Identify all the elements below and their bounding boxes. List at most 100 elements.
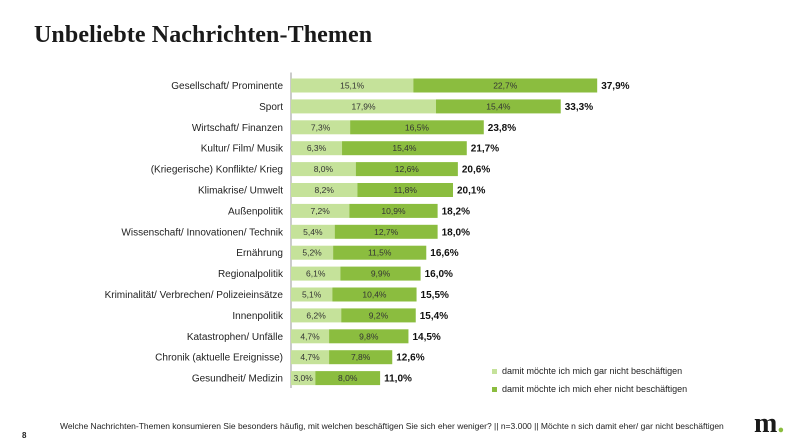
logo-letter: m — [754, 408, 778, 439]
category-label: Wirtschaft/ Finanzen — [192, 123, 283, 134]
segment-label-gar-nicht: 4,7% — [300, 331, 320, 341]
category-label: Wissenschaft/ Innovationen/ Technik — [121, 227, 284, 238]
bar-segment-eher-nicht — [435, 99, 561, 114]
segment-label-eher-nicht: 12,7% — [374, 227, 399, 237]
segment-label-gar-nicht: 7,2% — [310, 206, 330, 216]
segment-label-eher-nicht: 10,4% — [362, 290, 387, 300]
category-label: Gesundheit/ Medizin — [192, 374, 283, 385]
segment-label-eher-nicht: 9,2% — [369, 310, 389, 320]
legend-swatch-dark — [492, 386, 497, 392]
page-title: Unbeliebte Nachrichten-Themen — [34, 22, 373, 48]
bar-segment-gar-nicht — [291, 183, 358, 197]
segment-label-gar-nicht: 5,1% — [302, 290, 322, 300]
segment-label-eher-nicht: 10,9% — [381, 206, 406, 216]
bar-segment-eher-nicht — [333, 245, 427, 260]
segment-label-gar-nicht: 7,3% — [311, 122, 331, 132]
total-label: 20,6% — [462, 165, 490, 176]
total-label: 18,2% — [442, 206, 470, 217]
bar-segment-gar-nicht — [291, 308, 342, 323]
legend-item-gar-nicht: damit möchte ich mich gar nicht beschäft… — [492, 366, 682, 376]
bar-segment-eher-nicht — [341, 308, 416, 323]
bar-segment-gar-nicht — [291, 329, 330, 344]
total-label: 14,5% — [412, 332, 440, 343]
footnote: Welche Nachrichten-Themen konsumieren Si… — [60, 421, 724, 431]
total-label: 20,1% — [457, 186, 485, 197]
segment-label-gar-nicht: 5,4% — [303, 227, 323, 237]
bar-segment-eher-nicht — [413, 78, 598, 93]
segment-label-eher-nicht: 15,4% — [392, 143, 417, 153]
category-label: Regionalpolitik — [218, 269, 284, 280]
total-label: 15,5% — [421, 290, 449, 301]
segment-label-gar-nicht: 17,9% — [351, 101, 376, 111]
segment-label-eher-nicht: 9,9% — [371, 269, 391, 279]
category-label: Innenpolitik — [232, 311, 284, 322]
segment-label-eher-nicht: 15,4% — [486, 101, 511, 111]
segment-label-eher-nicht: 11,8% — [393, 185, 417, 195]
total-label: 23,8% — [488, 123, 516, 134]
legend-label-gar-nicht: damit möchte ich mich gar nicht beschäft… — [502, 366, 683, 376]
bar-segment-eher-nicht — [342, 141, 467, 156]
segment-label-eher-nicht: 11,5% — [368, 248, 392, 258]
segment-label-gar-nicht: 6,3% — [307, 143, 327, 153]
category-label: Ernährung — [236, 248, 283, 259]
category-label: Chronik (aktuelle Ereignisse) — [155, 353, 283, 364]
bar-segment-eher-nicht — [357, 183, 454, 197]
segment-label-eher-nicht: 7,8% — [351, 352, 371, 362]
total-label: 12,6% — [396, 353, 424, 364]
bar-segment-gar-nicht — [291, 162, 356, 177]
bar-segment-gar-nicht — [291, 141, 343, 156]
bar-segment-eher-nicht — [329, 329, 409, 344]
bar-segment-gar-nicht — [291, 287, 333, 302]
segment-label-eher-nicht: 9,8% — [359, 331, 379, 341]
bar-segment-gar-nicht — [291, 78, 414, 93]
category-label: Klimakrise/ Umwelt — [198, 186, 283, 197]
category-label: Kultur/ Film/ Musik — [201, 144, 284, 155]
bar-segment-gar-nicht — [291, 371, 316, 386]
bar-segment-eher-nicht — [340, 266, 421, 281]
bar-segment-gar-nicht — [291, 245, 334, 260]
bar-segment-eher-nicht — [332, 287, 417, 302]
bar-segment-gar-nicht — [291, 99, 436, 114]
brand-logo: m. — [754, 410, 784, 438]
bar-segment-gar-nicht — [291, 203, 350, 218]
total-label: 21,7% — [471, 144, 499, 155]
category-label: Sport — [259, 102, 283, 113]
segment-label-gar-nicht: 15,1% — [340, 81, 365, 91]
legend-label-eher-nicht: damit möchte ich mich eher nicht beschäf… — [502, 384, 688, 394]
segment-label-gar-nicht: 5,2% — [302, 248, 322, 258]
segment-label-gar-nicht: 6,1% — [306, 269, 326, 279]
total-label: 18,0% — [442, 227, 470, 238]
category-label: Außenpolitik — [228, 206, 284, 217]
segment-label-gar-nicht: 8,2% — [315, 185, 335, 195]
bar-segment-eher-nicht — [334, 224, 438, 239]
category-label: Kriminalität/ Verbrechen/ Polizeieinsätz… — [105, 290, 284, 301]
bar-segment-gar-nicht — [291, 350, 330, 365]
page-number: 8 — [22, 431, 27, 440]
segment-label-gar-nicht: 8,0% — [314, 164, 334, 174]
segment-label-gar-nicht: 6,2% — [306, 310, 326, 320]
segment-label-gar-nicht: 3,0% — [293, 373, 313, 383]
bar-segment-eher-nicht — [315, 371, 381, 386]
category-label: Katastrophen/ Unfälle — [187, 332, 284, 343]
bar-segment-eher-nicht — [350, 120, 484, 135]
segment-label-eher-nicht: 8,0% — [338, 373, 358, 383]
bar-segment-gar-nicht — [291, 120, 351, 135]
logo-dot: . — [777, 408, 785, 439]
total-label: 15,4% — [420, 311, 448, 322]
bar-segment-gar-nicht — [291, 224, 335, 239]
legend-item-eher-nicht: damit möchte ich mich eher nicht beschäf… — [492, 384, 687, 394]
total-label: 16,0% — [425, 269, 453, 280]
total-label: 11,0% — [384, 374, 412, 385]
bar-segment-eher-nicht — [355, 162, 458, 177]
category-label: (Kriegerische) Konflikte/ Krieg — [151, 165, 283, 176]
bar-segment-eher-nicht — [349, 203, 438, 218]
segment-label-eher-nicht: 22,7% — [493, 81, 518, 91]
total-label: 37,9% — [601, 81, 629, 92]
segment-label-gar-nicht: 4,7% — [300, 352, 320, 362]
total-label: 33,3% — [565, 102, 593, 113]
bar-segment-gar-nicht — [291, 266, 341, 281]
segment-label-eher-nicht: 16,5% — [405, 122, 430, 132]
segment-label-eher-nicht: 12,6% — [395, 164, 420, 174]
legend-swatch-light — [492, 368, 497, 374]
